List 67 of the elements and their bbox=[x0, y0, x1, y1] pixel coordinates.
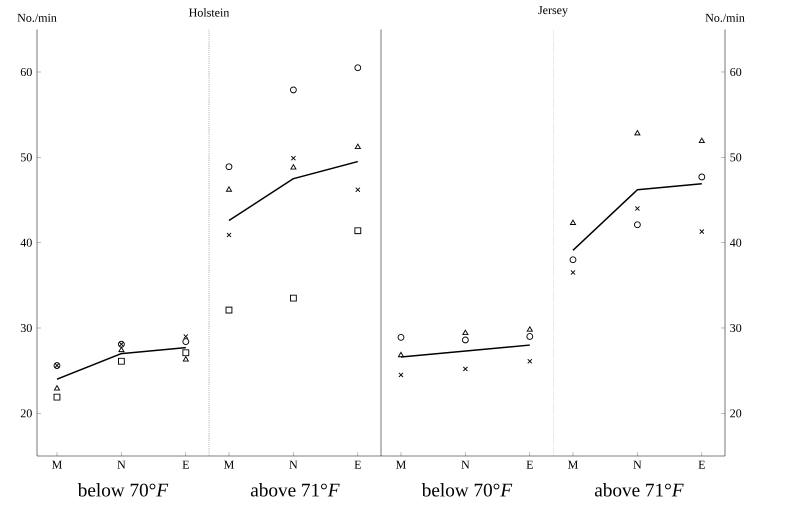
point bbox=[354, 227, 362, 234]
x-tick-label: E bbox=[698, 460, 705, 468]
point bbox=[226, 232, 232, 238]
y-tick-label: 50 bbox=[730, 153, 742, 162]
point bbox=[570, 219, 576, 225]
x-tick-label: E bbox=[182, 460, 189, 468]
y-tick-label: 40 bbox=[20, 238, 32, 247]
x-tick-label: M bbox=[224, 460, 234, 468]
y-tick-label: 20 bbox=[20, 409, 32, 418]
point bbox=[526, 332, 534, 340]
y-axis-title: No./min bbox=[706, 14, 745, 22]
y-tick-label: 20 bbox=[730, 409, 742, 418]
x-tick-label: N bbox=[461, 460, 470, 468]
point bbox=[462, 330, 468, 335]
point bbox=[634, 130, 640, 136]
point bbox=[462, 336, 469, 344]
y-tick-label: 60 bbox=[20, 68, 32, 76]
x-tick-label: N bbox=[289, 460, 298, 468]
point bbox=[290, 155, 296, 161]
point bbox=[354, 64, 362, 71]
y-tick-label: 30 bbox=[730, 324, 742, 332]
x-axis-title: above 71°F bbox=[250, 482, 340, 496]
point bbox=[570, 270, 576, 275]
point bbox=[226, 163, 232, 170]
point bbox=[290, 164, 296, 170]
point bbox=[226, 186, 232, 192]
y-tick-label: 30 bbox=[20, 324, 32, 332]
y-tick-label: 60 bbox=[730, 68, 742, 76]
point bbox=[398, 334, 404, 341]
x-tick-label: E bbox=[354, 460, 361, 468]
point bbox=[570, 256, 576, 263]
point bbox=[634, 221, 641, 228]
y-tick-label: 50 bbox=[20, 153, 32, 162]
x-tick-label: N bbox=[633, 460, 642, 468]
point bbox=[226, 306, 232, 314]
y-axis-title: No./min bbox=[18, 14, 57, 22]
point bbox=[118, 358, 125, 365]
chart-title: Holstein bbox=[189, 8, 230, 16]
point bbox=[527, 358, 532, 364]
point bbox=[526, 326, 533, 332]
point bbox=[182, 356, 189, 362]
x-tick-label: M bbox=[568, 460, 578, 468]
point bbox=[398, 372, 404, 378]
x-tick-label: N bbox=[117, 460, 126, 468]
x-axis-title: below 70°F bbox=[422, 482, 512, 496]
point bbox=[54, 394, 60, 400]
point bbox=[354, 144, 361, 149]
point bbox=[182, 349, 190, 356]
point bbox=[634, 206, 640, 211]
point bbox=[182, 338, 190, 345]
point bbox=[698, 138, 705, 143]
point bbox=[183, 334, 188, 339]
point bbox=[290, 294, 297, 302]
point bbox=[355, 187, 360, 192]
x-tick-label: E bbox=[526, 460, 533, 468]
point bbox=[462, 366, 468, 372]
point bbox=[699, 228, 704, 234]
x-axis-title: below 70°F bbox=[78, 482, 168, 496]
point bbox=[290, 86, 297, 94]
point bbox=[398, 352, 404, 358]
point bbox=[698, 173, 706, 180]
x-tick-label: M bbox=[396, 460, 406, 468]
y-tick-label: 40 bbox=[730, 238, 742, 247]
x-tick-label: M bbox=[52, 460, 62, 468]
chart-title: Jersey bbox=[538, 6, 568, 16]
x-axis-title: above 71°F bbox=[594, 482, 684, 496]
point bbox=[54, 385, 60, 390]
